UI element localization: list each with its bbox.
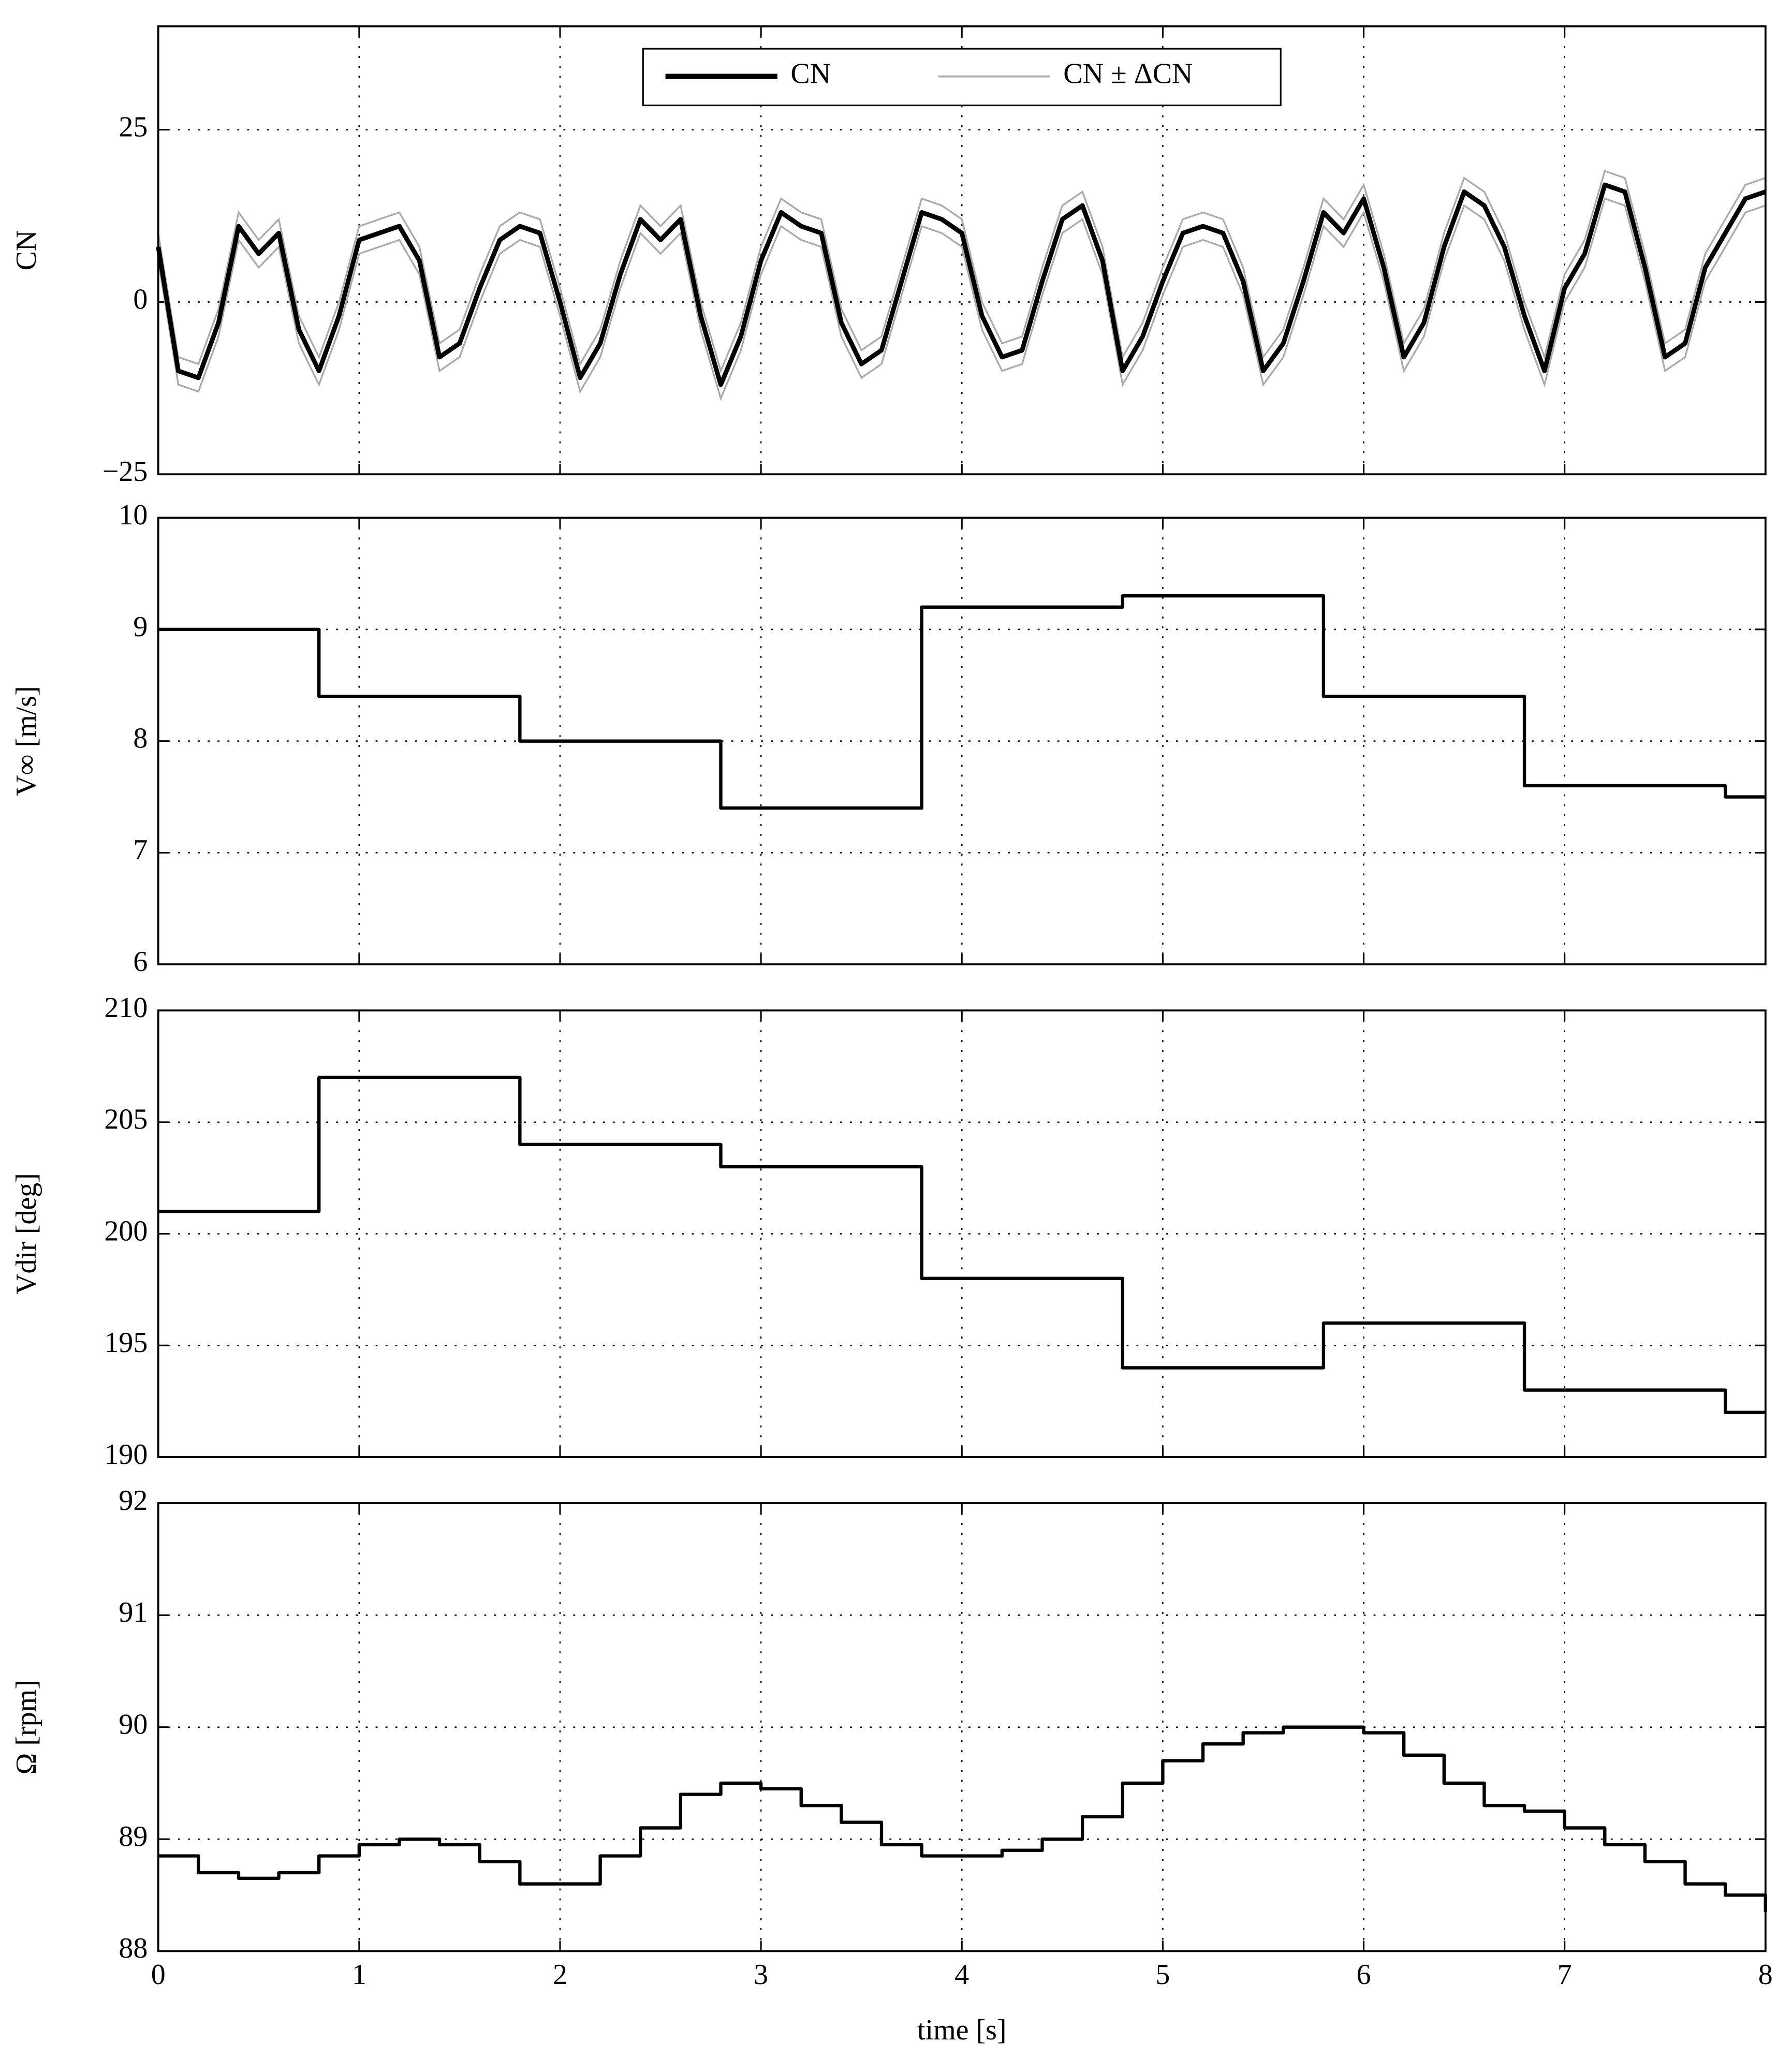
y-tick-label: 7 [133,834,148,866]
series-line [158,1725,1767,1912]
x-tick-label: 8 [1758,1959,1773,1991]
x-tick-label: 1 [352,1959,366,1991]
y-tick-label: 195 [104,1327,148,1359]
y-tick-label: 25 [119,111,148,143]
y-tick-label: 200 [104,1215,148,1247]
x-tick-label: 5 [1155,1959,1170,1991]
plot-frame [157,1502,1767,1952]
y-tick-label: 91 [119,1596,148,1628]
y-tick-label: 0 [133,283,148,315]
y-tick-label: 8 [133,722,148,754]
x-tick-label: 0 [151,1959,166,1991]
x-axis-label: time [s] [917,2014,1007,2046]
plot-frame [157,25,1767,476]
plot-background [158,1503,1766,1951]
x-tick-label: 7 [1558,1959,1572,1991]
legend-label: CN ± ΔCN [1063,57,1193,90]
y-tick-label: 6 [133,946,148,978]
x-tick-label: 6 [1357,1959,1371,1991]
x-tick-label: 3 [754,1959,768,1991]
y-tick-label: 210 [104,992,148,1024]
x-tick-label: 4 [954,1959,969,1991]
series-line [158,594,1766,810]
y-axis-label: Ω [rpm] [10,1680,42,1774]
y-tick-label: 92 [119,1485,148,1517]
plot-frame [157,1009,1767,1458]
series-line [156,182,1767,387]
plot-frame [157,517,1767,965]
band-upper [157,170,1766,374]
y-tick-label: 10 [119,499,148,531]
y-axis-label: Vdir [deg] [10,1173,42,1295]
y-axis-label: V∞ [m/s] [10,686,42,796]
legend-label: CN [790,57,831,90]
series-line [158,1076,1766,1414]
y-tick-label: 190 [104,1438,148,1471]
y-tick-label: 90 [119,1709,148,1741]
y-tick-label: 9 [133,611,148,643]
y-tick-label: −25 [102,456,148,488]
y-tick-label: 205 [104,1104,148,1136]
y-axis-label: CN [10,230,42,271]
band-lower [157,197,1766,401]
y-tick-label: 88 [119,1932,148,1964]
x-tick-label: 2 [553,1959,567,1991]
y-tick-label: 89 [119,1820,148,1853]
